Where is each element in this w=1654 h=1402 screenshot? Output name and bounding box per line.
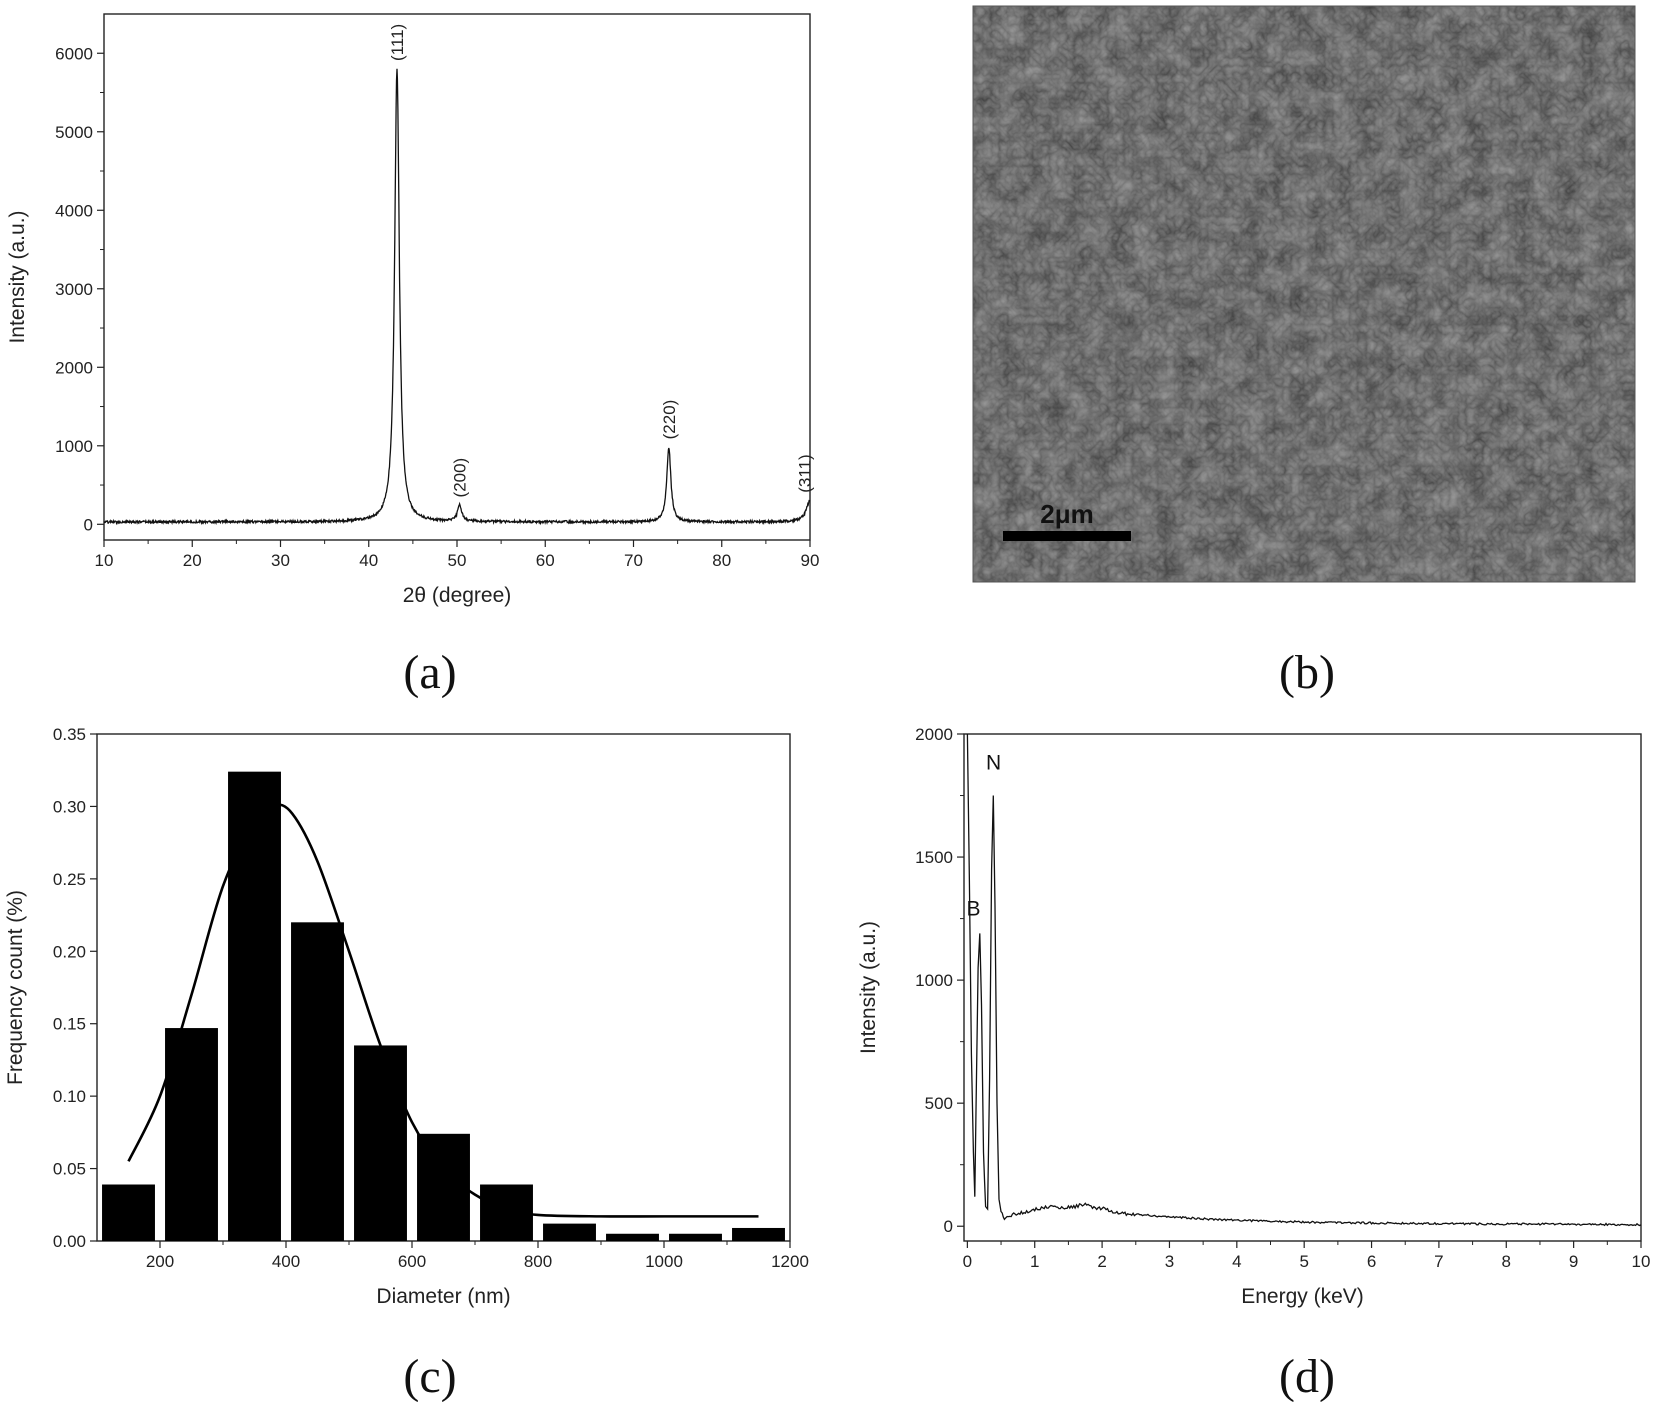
x-tick-label: 400	[272, 1252, 300, 1271]
x-tick-label: 800	[524, 1252, 552, 1271]
x-tick-label: 20	[183, 551, 202, 570]
x-tick-label: 9	[1569, 1252, 1578, 1271]
x-axis-label: Energy (keV)	[1241, 1285, 1364, 1308]
fit-curve	[127, 803, 759, 1218]
x-tick-label: 8	[1502, 1252, 1511, 1271]
eds-spectrum-line	[966, 733, 1642, 1227]
y-tick-label: 1000	[915, 971, 953, 990]
element-label: B	[966, 897, 980, 920]
x-axis-label: Diameter (nm)	[376, 1285, 510, 1308]
histogram-bar	[228, 771, 281, 1241]
histogram-bar	[354, 1045, 407, 1241]
peak-label: (111)	[388, 24, 407, 61]
histogram-bar	[417, 1133, 470, 1241]
histogram-bar	[669, 1233, 722, 1241]
scale-bar-label: 2μm	[1040, 499, 1094, 529]
size-distribution-chart: 200 400 600 800 1000 1200 0.00 0.05 0.10 0.15 0.20…	[4, 725, 809, 1308]
x-tick-label: 1	[1030, 1252, 1039, 1271]
y-tick-label: 2000	[915, 725, 953, 744]
y-tick-label: 4000	[55, 201, 93, 220]
y-axis-label: Intensity (a.u.)	[857, 921, 880, 1054]
histogram-bar	[102, 1184, 155, 1241]
y-tick-label: 0	[944, 1217, 953, 1236]
x-tick-label: 90	[801, 551, 820, 570]
peak-label: (220)	[660, 400, 679, 440]
sem-image: 2μm	[972, 5, 1636, 583]
x-tick-label: 3	[1165, 1252, 1174, 1271]
y-axis-label: Frequency count (%)	[4, 890, 27, 1085]
x-axis-label: 2θ (degree)	[403, 584, 512, 607]
panel-label-c: (c)	[403, 1350, 456, 1402]
x-tick-label: 80	[712, 551, 731, 570]
y-tick-label: 1500	[915, 848, 953, 867]
y-tick-label: 0.15	[53, 1015, 86, 1034]
x-tick-label: 7	[1434, 1252, 1443, 1271]
panel-label-d: (d)	[1279, 1350, 1335, 1402]
y-tick-label: 0.25	[53, 870, 86, 889]
y-tick-label: 0.20	[53, 942, 86, 961]
x-tick-label: 10	[1632, 1252, 1651, 1271]
y-tick-label: 0.00	[53, 1232, 86, 1251]
eds-chart: 0 1 2 3 4 5 6 7 8 9 10 0 500 1000 1500 2000 Energy (keV)…	[857, 725, 1650, 1308]
element-label: N	[986, 752, 1001, 775]
histogram-bar	[606, 1233, 659, 1241]
y-tick-label: 0.10	[53, 1087, 86, 1106]
x-tick-label: 6	[1367, 1252, 1376, 1271]
x-tick-label: 5	[1299, 1252, 1308, 1271]
xrd-chart: 10 20 30 40 50 60 70 80 90 0 1000 2000 3000 4000 5000 6…	[6, 13, 820, 607]
x-tick-label: 600	[398, 1252, 426, 1271]
histogram-bar	[543, 1223, 596, 1241]
panel-label-a: (a)	[403, 646, 456, 699]
peak-label: (311)	[796, 454, 815, 492]
histogram-bar	[165, 1028, 218, 1241]
plot-frame	[963, 733, 1642, 1242]
panel-label-b: (b)	[1279, 646, 1335, 699]
y-tick-label: 5000	[55, 123, 93, 142]
x-tick-label: 4	[1232, 1252, 1241, 1271]
scale-bar	[1003, 531, 1131, 541]
histogram-bar	[732, 1227, 785, 1241]
x-tick-label: 40	[359, 551, 378, 570]
x-tick-label: 0	[963, 1252, 972, 1271]
peak-label: (200)	[451, 458, 470, 498]
y-tick-label: 500	[925, 1094, 953, 1113]
xrd-pattern-line	[103, 68, 811, 526]
y-tick-label: 0	[84, 515, 93, 534]
y-tick-label: 1000	[55, 437, 93, 456]
x-tick-label: 50	[448, 551, 467, 570]
x-tick-label: 200	[146, 1252, 174, 1271]
x-tick-label: 70	[624, 551, 643, 570]
x-tick-label: 1200	[771, 1252, 809, 1271]
y-tick-label: 6000	[55, 44, 93, 63]
x-tick-label: 30	[271, 551, 290, 570]
y-tick-label: 0.35	[53, 725, 86, 744]
y-tick-label: 2000	[55, 358, 93, 377]
y-tick-label: 0.05	[53, 1160, 86, 1179]
x-tick-label: 1000	[645, 1252, 683, 1271]
y-tick-label: 0.30	[53, 797, 86, 816]
x-tick-label: 10	[95, 551, 114, 570]
y-axis-label: Intensity (a.u.)	[6, 210, 29, 343]
y-tick-label: 3000	[55, 280, 93, 299]
x-tick-label: 60	[536, 551, 555, 570]
x-tick-label: 2	[1097, 1252, 1106, 1271]
histogram-bar	[291, 922, 344, 1241]
